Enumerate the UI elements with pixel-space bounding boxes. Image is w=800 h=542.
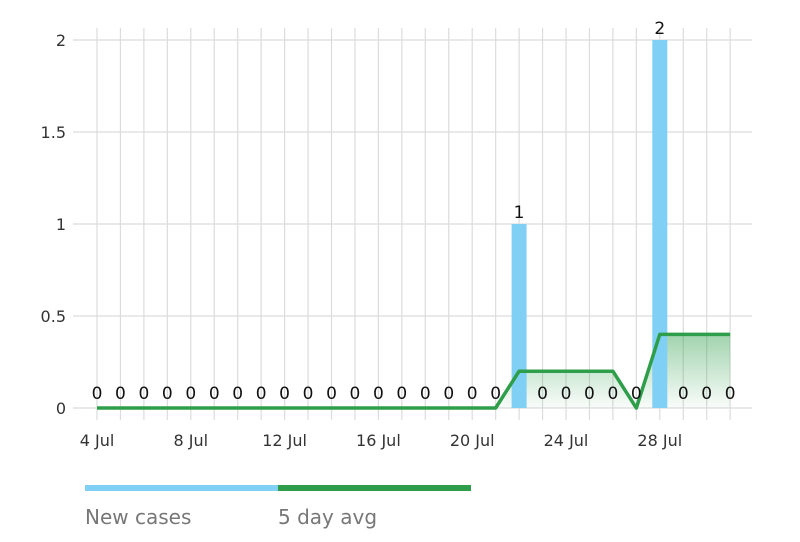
data-label: 0: [490, 384, 501, 404]
y-tick-label: 1: [56, 215, 66, 234]
data-label: 0: [725, 384, 736, 404]
avg-area: [97, 334, 731, 408]
data-label: 0: [350, 384, 361, 404]
avg-line[interactable]: [97, 332, 731, 410]
x-tick-label: 28 Jul: [637, 431, 682, 450]
y-axis-ticks: 0 0.5 1 1.5 2: [41, 31, 66, 418]
data-label: 0: [92, 384, 103, 404]
data-label: 0: [631, 384, 642, 404]
y-tick-label: 1.5: [41, 123, 66, 142]
data-label: 0: [138, 384, 149, 404]
data-labels: 0 0 0 0 0 0 0 0 0 0 0 0 0 0 0 0 0 010 0 0 0 020 0 0: [92, 19, 736, 404]
data-label: 0: [443, 384, 454, 404]
y-tick-label: 0.5: [41, 307, 66, 326]
legend-label-5-day-avg[interactable]: 5 day avg: [278, 505, 378, 529]
data-label: 0: [162, 384, 173, 404]
x-tick-label: 12 Jul: [262, 431, 307, 450]
chart: 0 0 0 0 0 0 0 0 0 0 0 0 0 0 0 0 0 010 0 0 0 020 0 0 00.511.52 4…: [41, 19, 752, 450]
data-label: 0: [701, 384, 712, 404]
data-label: 0: [678, 384, 689, 404]
legend-label-new-cases[interactable]: New cases: [85, 505, 192, 529]
data-label: 0: [279, 384, 290, 404]
data-label: 1: [514, 203, 525, 223]
data-label: 0: [232, 384, 243, 404]
bars: [511, 40, 668, 408]
data-label: 0: [115, 384, 126, 404]
x-tick-label: 20 Jul: [450, 431, 495, 450]
legend-swatch-5-day-avg: [278, 485, 471, 491]
data-label: 0: [303, 384, 314, 404]
x-tick-label: 8 Jul: [174, 431, 209, 450]
x-tick-label: 4 Jul: [80, 431, 115, 450]
y-tick-label: 0: [56, 399, 66, 418]
data-label: 0: [584, 384, 595, 404]
data-label: 0: [467, 384, 478, 404]
x-tick-label: 24 Jul: [544, 431, 589, 450]
data-label: 0: [185, 384, 196, 404]
data-label: 0: [396, 384, 407, 404]
x-tick-label: 16 Jul: [356, 431, 401, 450]
legend-swatch-new-cases: [85, 485, 278, 491]
bar[interactable]: [511, 224, 527, 408]
bar[interactable]: [652, 40, 668, 408]
data-label: 2: [654, 19, 665, 39]
avg-area-fill: [97, 334, 731, 408]
data-label: 0: [537, 384, 548, 404]
data-label: 0: [561, 384, 572, 404]
data-label: 0: [373, 384, 384, 404]
data-label: 0: [326, 384, 337, 404]
x-axis-ticks: 4 Jul 8 Jul 12 Jul 16 Jul 20 Jul 24 Jul 28 Jul: [80, 431, 682, 450]
avg-line-group: [97, 332, 731, 410]
y-tick-label: 2: [56, 31, 66, 50]
data-label: 0: [256, 384, 267, 404]
data-label: 0: [420, 384, 431, 404]
data-label: 0: [209, 384, 220, 404]
data-label: 0: [607, 384, 618, 404]
